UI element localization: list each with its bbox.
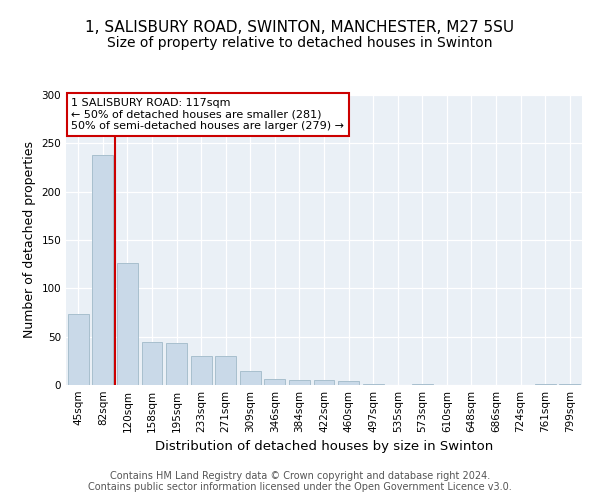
Text: 1 SALISBURY ROAD: 117sqm
← 50% of detached houses are smaller (281)
50% of semi-: 1 SALISBURY ROAD: 117sqm ← 50% of detach… (71, 98, 344, 131)
Bar (289, 380, 310, 385)
Bar (240, 370, 261, 385)
Bar (191, 356, 212, 385)
Bar (117, 263, 138, 385)
Text: Size of property relative to detached houses in Swinton: Size of property relative to detached ho… (107, 36, 493, 50)
X-axis label: Distribution of detached houses by size in Swinton: Distribution of detached houses by size … (155, 440, 493, 454)
Y-axis label: Number of detached properties: Number of detached properties (23, 142, 36, 338)
Bar (412, 384, 433, 385)
Bar (265, 379, 286, 385)
Bar (314, 380, 334, 385)
Bar (68, 314, 89, 385)
Bar (559, 384, 580, 385)
Text: 1, SALISBURY ROAD, SWINTON, MANCHESTER, M27 5SU: 1, SALISBURY ROAD, SWINTON, MANCHESTER, … (85, 20, 515, 35)
Bar (535, 384, 556, 385)
Bar (338, 381, 359, 385)
Text: Contains HM Land Registry data © Crown copyright and database right 2024.
Contai: Contains HM Land Registry data © Crown c… (88, 471, 512, 492)
Bar (215, 356, 236, 385)
Bar (166, 344, 187, 385)
Bar (142, 342, 163, 385)
Bar (92, 155, 113, 385)
Bar (362, 384, 383, 385)
